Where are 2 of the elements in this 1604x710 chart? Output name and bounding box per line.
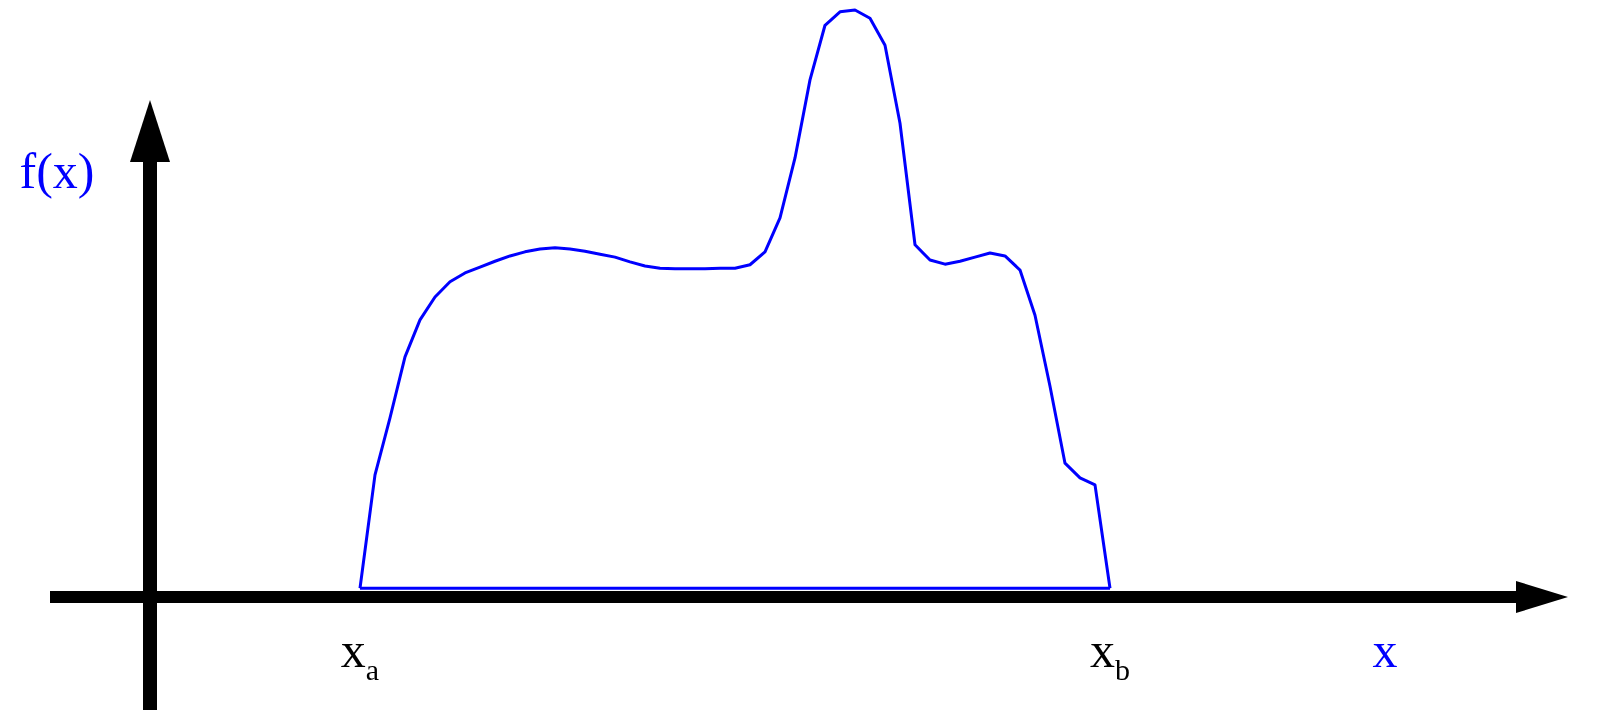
x-axis-title: x [1372, 622, 1398, 678]
y-axis-title: f(x) [19, 143, 95, 199]
